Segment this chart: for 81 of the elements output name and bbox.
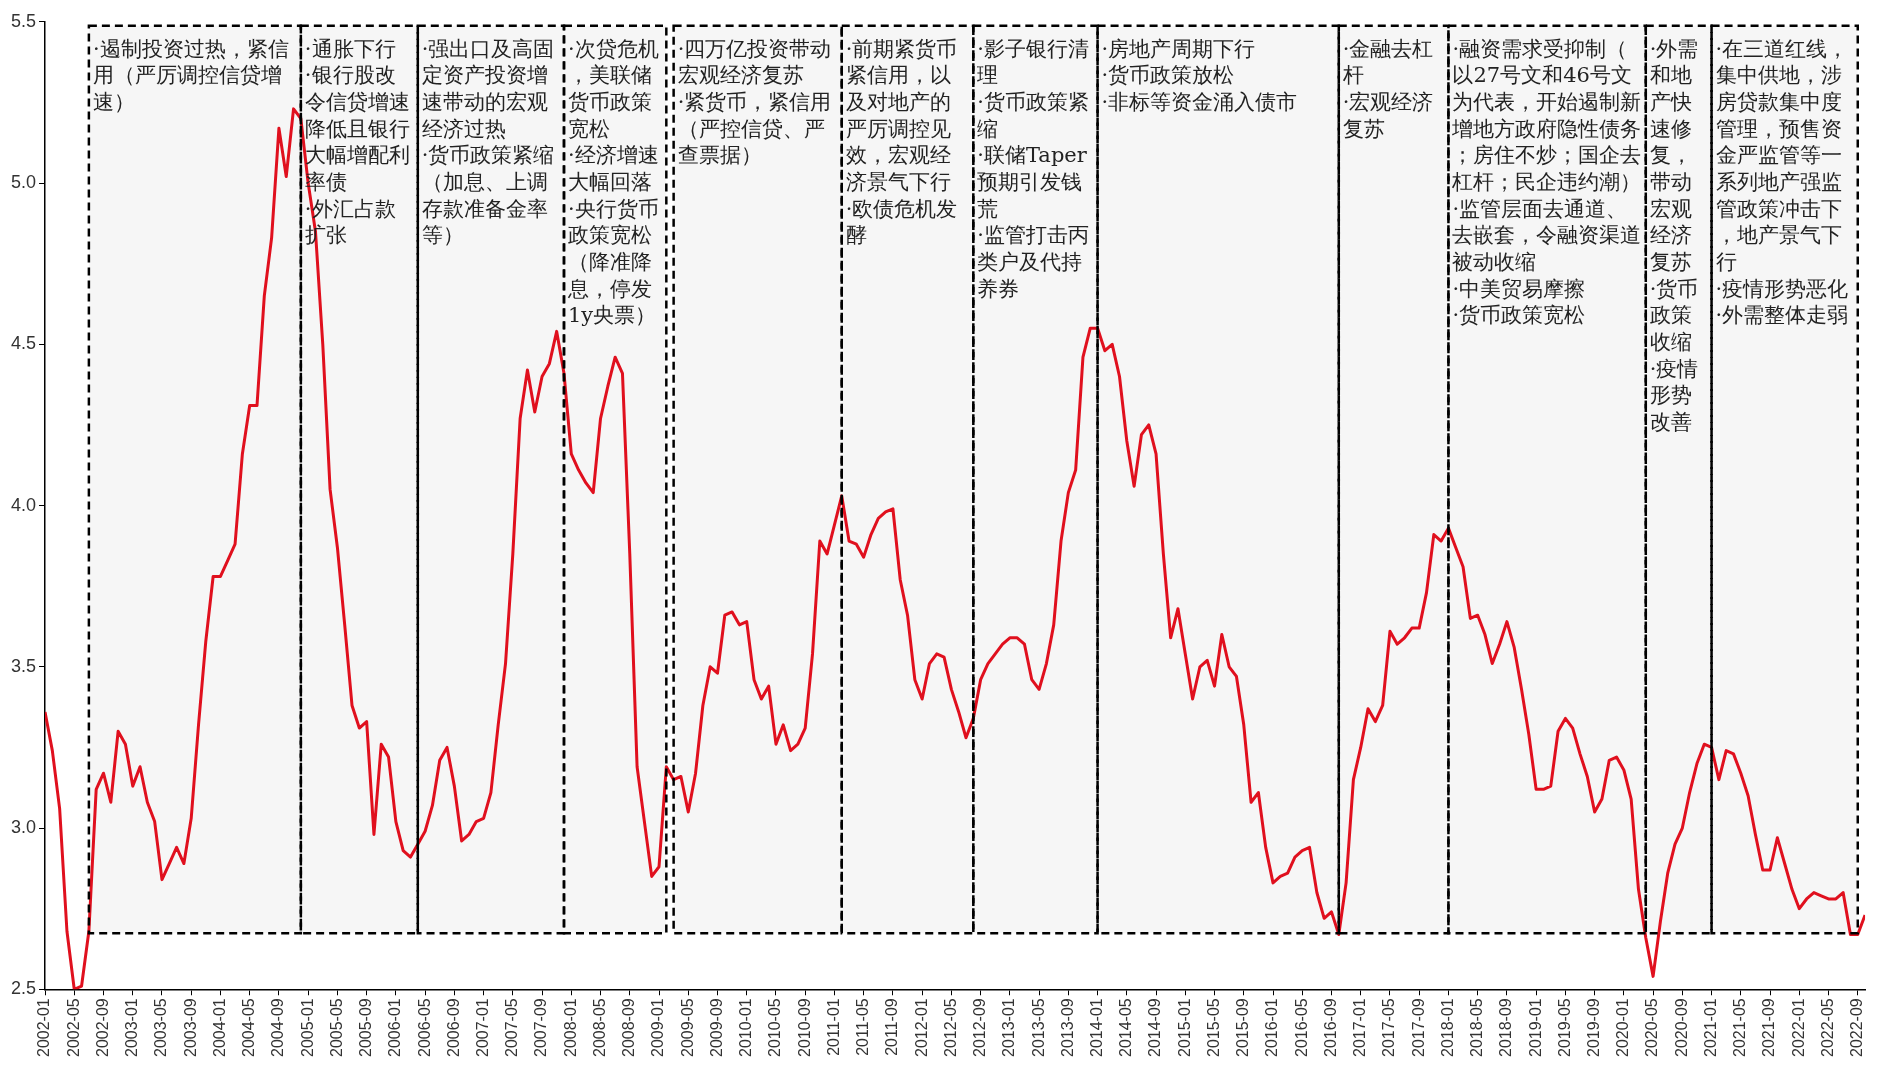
x-tick-label: 2018-09 (1497, 998, 1515, 1057)
x-tick-label: 2021-01 (1701, 998, 1719, 1057)
x-tick-label: 2019-01 (1526, 998, 1544, 1057)
text: ·融资需求受抑制（以27号文和46号文为代表，开始遏制新增地方政府隐性债务；房住不炒；国企去杠杆；民企违约潮） ·监管层面去通道、去嵌套，令融资渠道被动收缩 ·中美贸易摩擦 ·货币政策宽松 (1452, 36, 1642, 328)
x-tick-label: 2021-05 (1731, 998, 1749, 1057)
x-tick-label: 2015-09 (1234, 998, 1252, 1057)
x-tick-label: 2006-05 (415, 998, 433, 1057)
x-tick-label: 2022-01 (1789, 998, 1807, 1057)
x-tick-label: 2002-05 (64, 998, 82, 1057)
x-tick-label: 2008-05 (590, 998, 608, 1057)
x-tick-label: 2013-05 (1029, 998, 1047, 1057)
x-tick-label: 2014-01 (1087, 998, 1105, 1057)
x-tick-label: 2006-09 (444, 998, 462, 1057)
y-tick-label: 4.0 (10, 494, 37, 515)
x-tick-label: 2005-01 (298, 998, 316, 1057)
x-tick-label: 2012-01 (912, 998, 930, 1057)
x-tick-label: 2008-09 (620, 998, 638, 1057)
y-tick-label: 3.0 (10, 817, 37, 837)
x-tick-label: 2016-01 (1263, 998, 1281, 1057)
x-tick-label: 2014-09 (1146, 998, 1164, 1057)
x-tick-label: 2011-09 (883, 998, 901, 1056)
x-tick-label: 2002-09 (93, 998, 111, 1057)
x-tick-label: 2007-09 (532, 998, 550, 1057)
x-tick-label: 2019-05 (1555, 998, 1573, 1057)
text: ·外需和地产快速修复，带动宏观经济复苏 ·货币政策收缩 ·疫情形势改善 (1649, 36, 1699, 435)
x-tick-label: 2002-01 (35, 998, 53, 1057)
x-tick-label: 2010-09 (795, 998, 813, 1057)
y-tick-label: 2.5 (10, 978, 37, 999)
x-tick-label: 2009-09 (707, 998, 725, 1057)
x-tick-label: 2010-01 (737, 998, 755, 1057)
x-tick-label: 2005-09 (357, 998, 375, 1057)
x-tick-label: 2015-05 (1204, 998, 1222, 1057)
x-tick-label: 2012-09 (971, 998, 989, 1057)
x-tick-label: 2013-09 (1058, 998, 1076, 1057)
band-label: ·四万亿投资带动宏观经济复苏 ·紧货币，紧信用（严控信贷、严查票据） (677, 36, 832, 168)
x-tick-label: 2022-05 (1818, 998, 1836, 1057)
y-tick-label: 5.0 (10, 172, 37, 193)
x-tick-label: 2010-05 (766, 998, 784, 1057)
x-tick-label: 2004-05 (240, 998, 258, 1057)
x-tick-label: 2022-09 (1848, 998, 1866, 1057)
x-tick-label: 2021-09 (1760, 998, 1778, 1057)
band-label: ·房地产周期下行 ·货币政策放松 ·非标等资金涌入债市 (1101, 36, 1298, 115)
x-tick-label: 2017-05 (1380, 998, 1398, 1057)
x-tick-label: 2004-09 (269, 998, 287, 1057)
band-label: ·金融去杠杆 ·宏观经济复苏 (1341, 36, 1434, 141)
x-tick-label: 2004-01 (210, 998, 228, 1057)
y-tick-label: 4.5 (10, 333, 37, 354)
x-tick-label: 2016-09 (1321, 998, 1339, 1057)
x-tick-label: 2016-05 (1292, 998, 1310, 1057)
x-tick-label: 2014-05 (1117, 998, 1135, 1057)
text: ·在三道红线，集中供地，涉房贷款集中度管理，预售资金严监管等一系列地产强监管政策冲击下，地产景气下行 ·疫情形势恶化 ·外需整体走弱 (1715, 36, 1849, 328)
x-tick-label: 2007-05 (503, 998, 521, 1057)
x-tick-label: 2018-01 (1438, 998, 1456, 1057)
y-tick-label: 3.5 (10, 655, 37, 676)
text: ·次贷危机，美联储货币政策宽松 ·经济增速大幅回落 ·央行货币政策宽松（降准降息，停发1y央票） (567, 36, 659, 328)
band-label: ·强出口及高固定资产投资增速带动的宏观经济过热 ·货币政策紧缩（加息、上调存款准备金率等） (421, 36, 555, 248)
y-tick-label: 5.5 (10, 10, 37, 31)
text: ·影子银行清理 ·货币政策紧缩 ·联储Taper预期引发钱荒 ·监管打击丙类户及代持养券 (977, 36, 1089, 301)
x-tick-label: 2020-05 (1643, 998, 1661, 1057)
x-tick-label: 2020-09 (1672, 998, 1690, 1057)
band-label: ·遏制投资过热，紧信用（严厉调控信贷增速） (92, 36, 289, 115)
x-tick-label: 2019-09 (1585, 998, 1603, 1057)
x-tick-label: 2011-01 (824, 998, 842, 1056)
x-tick-label: 2015-01 (1175, 998, 1193, 1057)
x-tick-label: 2007-01 (473, 998, 491, 1057)
x-tick-label: 2005-05 (327, 998, 345, 1057)
x-tick-label: 2009-05 (678, 998, 696, 1057)
x-tick-label: 2006-01 (386, 998, 404, 1057)
x-tick-label: 2020-01 (1614, 998, 1632, 1057)
band-label: ·前期紧货币紧信用，以及对地产的严厉调控见效，宏观经济景气下行 ·欧债危机发酵 (845, 36, 958, 248)
x-tick-label: 2008-01 (561, 998, 579, 1057)
x-tick-label: 2011-05 (854, 998, 872, 1056)
x-tick-label: 2009-01 (649, 998, 667, 1057)
x-tick-label: 2003-09 (181, 998, 199, 1057)
x-tick-label: 2018-05 (1468, 998, 1486, 1057)
x-tick-label: 2013-01 (1000, 998, 1018, 1057)
x-tick-label: 2012-05 (941, 998, 959, 1057)
x-tick-label: 2003-05 (152, 998, 170, 1057)
x-tick-label: 2017-09 (1409, 998, 1427, 1057)
x-tick-label: 2003-01 (123, 998, 141, 1057)
x-tick-label: 2017-01 (1351, 998, 1369, 1057)
